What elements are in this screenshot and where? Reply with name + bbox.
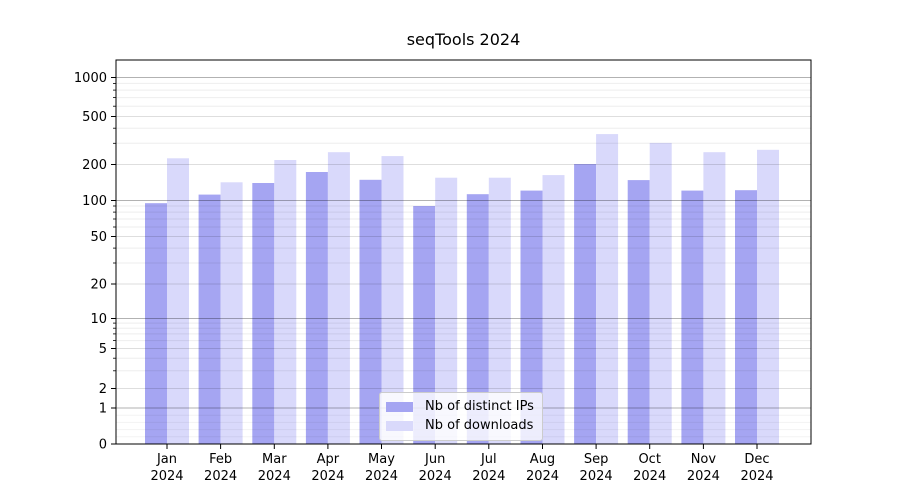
x-tick-label-month: Jun [424, 452, 445, 467]
bar-downloads-may [381, 156, 404, 444]
x-tick-label-month: Apr [317, 452, 340, 467]
bar-distinct-ips-jan [145, 203, 167, 444]
y-tick-label: 1000 [74, 71, 107, 86]
x-tick-label-month: Jan [156, 452, 177, 467]
bar-distinct-ips-nov [681, 190, 704, 444]
y-tick-label: 5 [99, 342, 107, 357]
y-tick-label: 20 [90, 278, 107, 293]
y-tick-label: 100 [82, 194, 107, 209]
bar-downloads-sep [596, 134, 619, 444]
bar-distinct-ips-aug [520, 190, 543, 444]
bar-downloads-jul [488, 177, 511, 444]
bar-distinct-ips-feb [198, 194, 221, 444]
bar-downloads-mar [274, 160, 297, 444]
legend-item-downloads: Nb of downloads [380, 416, 542, 435]
y-tick-label: 2 [99, 382, 107, 397]
bar-distinct-ips-oct [627, 180, 650, 444]
y-tick-label: 1 [99, 402, 107, 417]
bar-downloads-oct [649, 142, 672, 444]
x-tick-label-year: 2024 [311, 469, 344, 484]
plot-border [115, 59, 812, 445]
x-tick-label-year: 2024 [633, 469, 666, 484]
x-tick-label-year: 2024 [150, 469, 183, 484]
bar-downloads-feb [220, 182, 243, 445]
x-tick-label-month: Nov [691, 452, 717, 467]
bar-downloads-jan [167, 158, 189, 445]
bar-downloads-aug [542, 175, 565, 444]
x-tick-label-year: 2024 [204, 469, 237, 484]
x-tick-label-month: Jul [480, 452, 497, 467]
y-tick-label: 10 [90, 312, 107, 327]
bar-downloads-jun [435, 177, 458, 444]
bar-distinct-ips-sep [574, 164, 597, 444]
legend-swatch-downloads [386, 420, 413, 431]
bar-downloads-nov [703, 152, 726, 444]
x-tick-label-year: 2024 [472, 469, 505, 484]
x-tick-label-month: Mar [262, 452, 287, 467]
y-tick-label: 0 [99, 438, 107, 453]
legend: Nb of distinct IPs Nb of downloads [379, 392, 543, 441]
x-tick-label-year: 2024 [580, 469, 613, 484]
bar-distinct-ips-jul [466, 194, 489, 444]
bar-distinct-ips-mar [252, 183, 275, 444]
x-tick-label-month: Sep [584, 452, 609, 467]
legend-item-distinct-ips: Nb of distinct IPs [380, 397, 542, 416]
x-tick-label-year: 2024 [687, 469, 720, 484]
bar-downloads-dec [757, 149, 779, 445]
bar-distinct-ips-apr [305, 172, 328, 444]
y-tick-label: 50 [90, 230, 107, 245]
legend-label-distinct-ips: Nb of distinct IPs [425, 399, 534, 414]
x-tick-label-month: Oct [638, 452, 660, 467]
x-tick-label-month: Dec [744, 452, 769, 467]
legend-label-downloads: Nb of downloads [425, 418, 534, 433]
x-tick-label-year: 2024 [365, 469, 398, 484]
x-tick-label-year: 2024 [258, 469, 291, 484]
y-tick-label: 500 [82, 110, 107, 125]
legend-swatch-distinct-ips [386, 401, 413, 412]
x-tick-label-month: Feb [209, 452, 232, 467]
bar-distinct-ips-dec [735, 190, 757, 444]
x-tick-label-year: 2024 [526, 469, 559, 484]
y-tick-label: 200 [82, 158, 107, 173]
x-tick-label-month: May [368, 452, 395, 467]
x-tick-label-year: 2024 [419, 469, 452, 484]
x-tick-label-year: 2024 [740, 469, 773, 484]
chart-title: seqTools 2024 [406, 30, 521, 49]
bar-downloads-apr [327, 152, 350, 444]
bar-distinct-ips-jun [413, 206, 436, 444]
x-tick-label-month: Aug [530, 452, 555, 467]
bar-distinct-ips-may [359, 179, 382, 445]
